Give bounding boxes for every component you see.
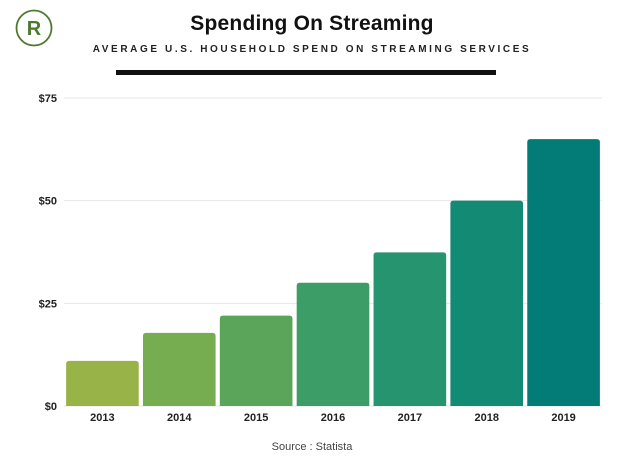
x-axis-ticks: 2013 2014 2015 2016 2017 2018 2019: [90, 412, 576, 424]
y-tick-label: $25: [39, 298, 57, 310]
x-tick-label: 2013: [90, 412, 114, 424]
bar-2013: [66, 360, 139, 406]
bar-2019: [527, 139, 600, 407]
bar-2018: [450, 200, 524, 406]
chart-title: Spending On Streaming: [190, 12, 434, 35]
x-tick-label: 2015: [244, 412, 268, 424]
x-tick-label: 2014: [167, 412, 192, 424]
y-tick-label: $75: [39, 93, 57, 105]
bar-2017: [373, 252, 447, 406]
y-tick-label: $50: [39, 196, 57, 208]
chart-source: Source : Statista: [271, 441, 353, 453]
bar-2016: [296, 282, 370, 406]
title-rule: [116, 70, 496, 75]
y-tick-label: $0: [45, 401, 57, 413]
logo-icon: R: [15, 9, 53, 47]
x-tick-label: 2019: [551, 412, 575, 424]
x-tick-label: 2017: [398, 412, 422, 424]
logo-letter: R: [27, 18, 42, 40]
y-axis-ticks: $0 $25 $50 $75: [39, 93, 57, 413]
bars: [66, 139, 600, 407]
x-tick-label: 2018: [474, 412, 498, 424]
x-tick-label: 2016: [321, 412, 345, 424]
bar-2014: [142, 332, 216, 406]
bar-2015: [219, 315, 293, 406]
chart-subtitle: AVERAGE U.S. HOUSEHOLD SPEND ON STREAMIN…: [92, 44, 532, 55]
